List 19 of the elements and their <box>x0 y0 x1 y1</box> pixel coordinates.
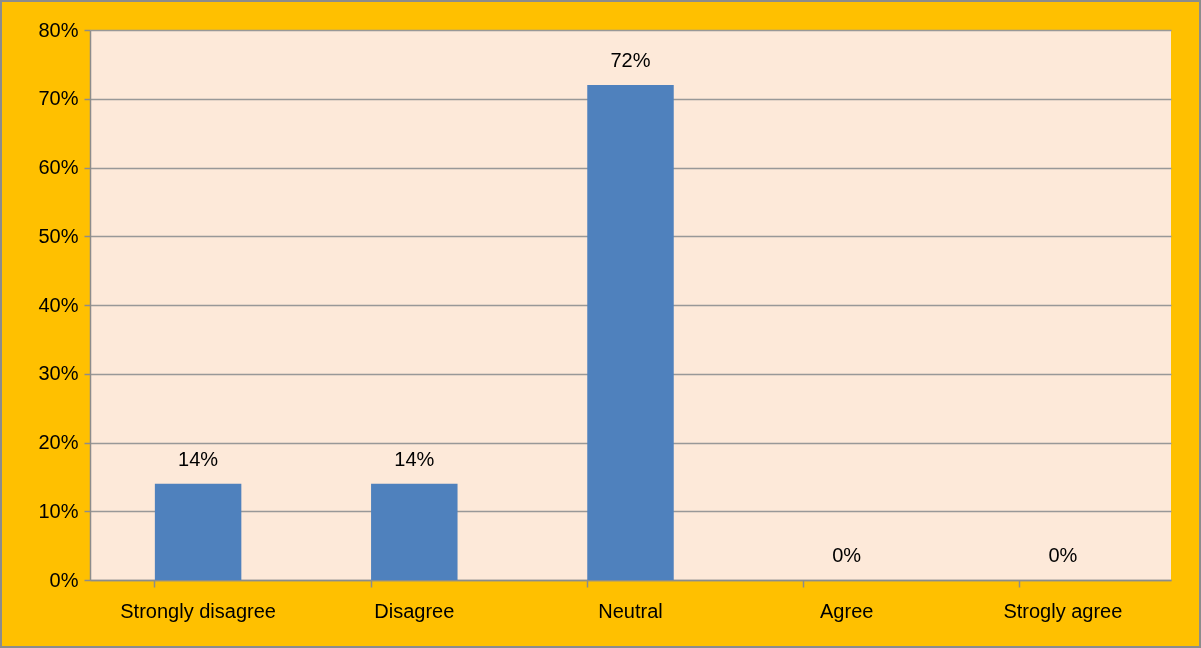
y-tick-label: 70% <box>38 87 79 110</box>
y-tick-label: 20% <box>38 431 79 453</box>
x-tick-label: Strongly disagree <box>120 599 276 622</box>
y-tick-label: 60% <box>38 156 79 178</box>
y-tick-label: 80% <box>38 18 79 41</box>
x-tick-label: Strogly agree <box>1003 599 1123 622</box>
x-tick-label: Disagree <box>374 599 455 622</box>
data-label: 14% <box>178 447 219 470</box>
x-tick-label: Neutral <box>598 599 663 622</box>
y-tick-label: 40% <box>38 293 79 316</box>
data-label: 0% <box>1048 544 1078 566</box>
y-tick-label: 10% <box>38 499 79 522</box>
data-label: 72% <box>610 49 651 71</box>
x-tick-label: Agree <box>820 599 874 622</box>
y-tick-label: 30% <box>38 362 79 385</box>
data-label: 0% <box>832 544 862 566</box>
y-tick-label: 0% <box>49 568 79 591</box>
data-label: 14% <box>394 447 435 470</box>
y-tick-label: 50% <box>38 224 79 247</box>
